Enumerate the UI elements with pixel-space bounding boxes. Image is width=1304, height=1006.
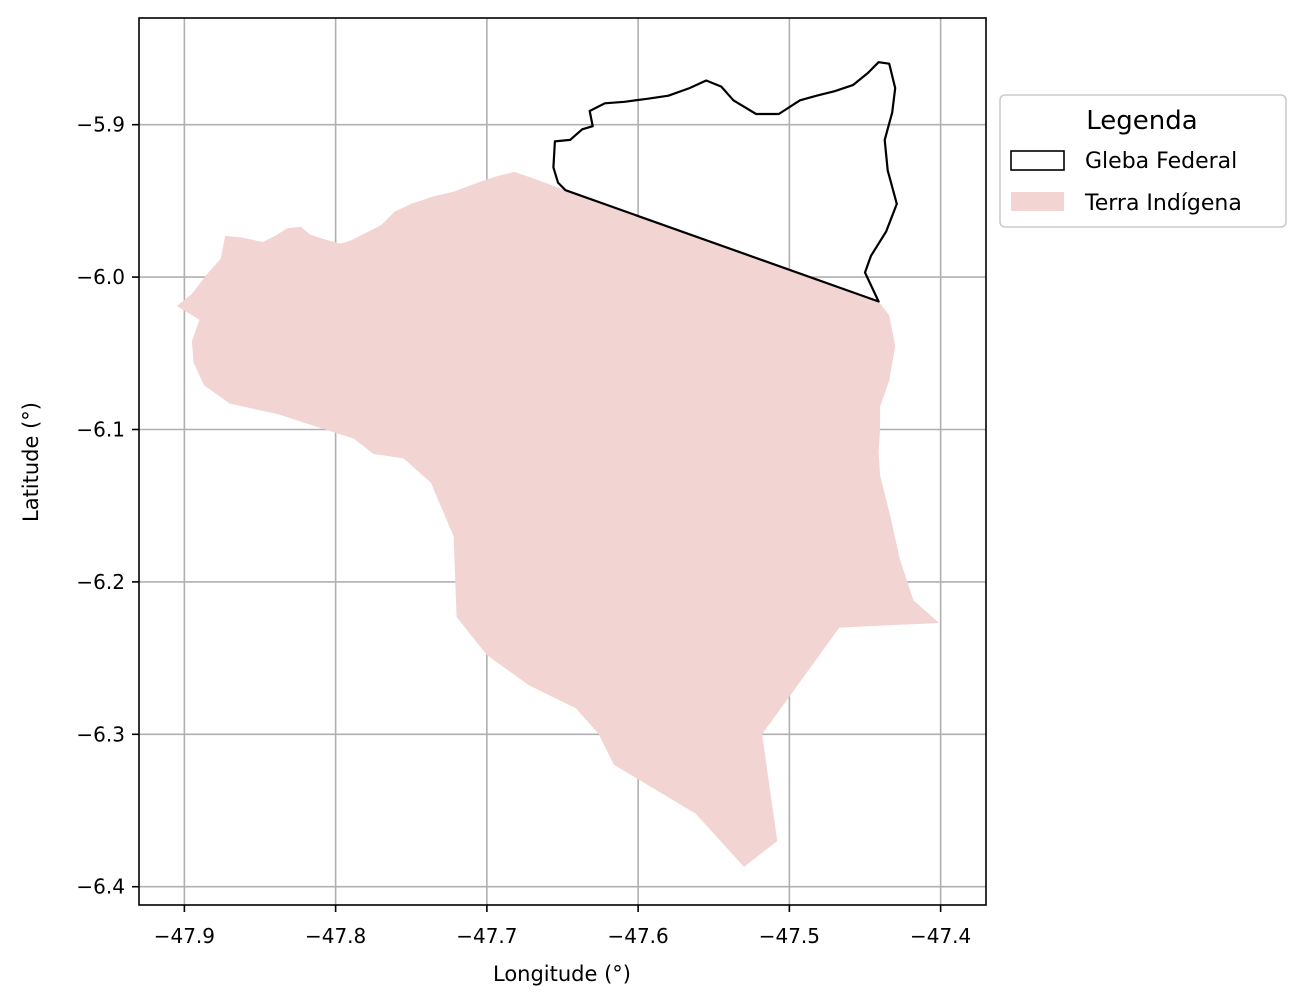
- y-tick-label: −5.9: [76, 113, 125, 137]
- gleba-federal-layer: [552, 61, 898, 303]
- axis-ticks: −47.9 −47.8 −47.7 −47.6 −47.5 −47.4 −5.9 −6.0 −6…: [76, 113, 971, 948]
- x-tick-label: −47.7: [456, 924, 517, 948]
- y-tick-label: −6.3: [76, 722, 125, 746]
- x-axis-label: Longitude (°): [493, 962, 631, 986]
- legend: Legenda Gleba Federal Terra Indígena: [999, 94, 1287, 228]
- gleba-federal-polygon: [552, 61, 898, 303]
- legend-label-gleba-federal: Gleba Federal: [1085, 149, 1237, 174]
- legend-label-terra-indigena: Terra Indígena: [1084, 191, 1242, 216]
- legend-swatch-terra-indigena: [1011, 192, 1064, 211]
- legend-title: Legenda: [1086, 106, 1197, 136]
- terra-indigena-layer: [176, 171, 940, 867]
- y-tick-label: −6.4: [76, 875, 125, 899]
- y-tick-label: −6.2: [76, 570, 125, 594]
- x-tick-label: −47.9: [154, 924, 215, 948]
- x-tick-label: −47.6: [607, 924, 668, 948]
- plot-frame: [138, 17, 987, 906]
- x-tick-label: −47.5: [759, 924, 820, 948]
- y-axis-label: Latitude (°): [19, 402, 43, 522]
- y-tick-label: −6.0: [76, 265, 125, 289]
- x-tick-label: −47.4: [910, 924, 971, 948]
- legend-swatch-gleba-federal: [1010, 150, 1065, 171]
- legend-box: [999, 94, 1287, 228]
- y-tick-label: −6.1: [76, 417, 125, 441]
- x-tick-label: −47.8: [305, 924, 366, 948]
- terra-indigena-polygon: [176, 171, 940, 867]
